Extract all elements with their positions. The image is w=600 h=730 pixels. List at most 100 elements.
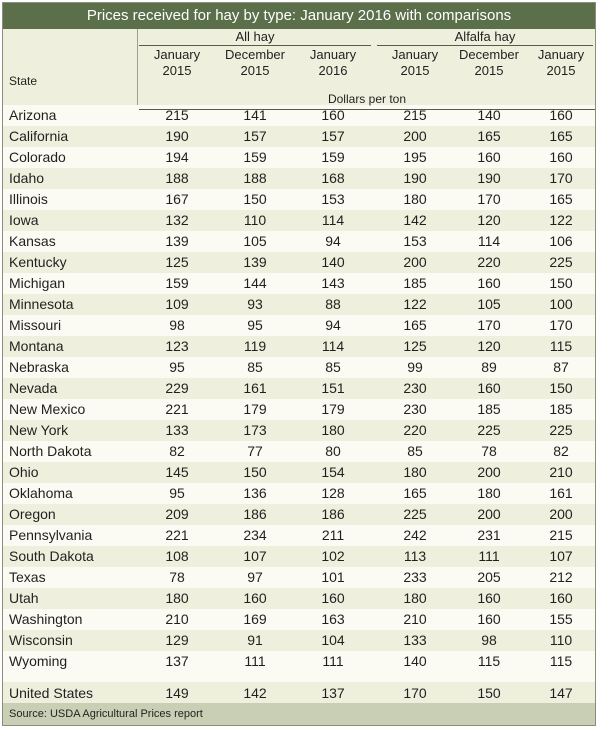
price-cell: 225 [549,254,573,270]
price-cell: 89 [481,359,497,375]
price-cell: 225 [403,506,427,522]
column-header-year: 2015 [546,63,576,78]
column-header-year: 2015 [240,63,270,78]
price-cell: 225 [549,422,573,438]
price-cell: 82 [169,443,185,459]
price-cell: 136 [243,485,267,501]
state-column-header: State [9,74,38,88]
column-header-month: January [309,47,357,62]
column-header-month: January [153,47,201,62]
table-row: Washington 210 169 163 210 160 155 [3,609,595,630]
price-cell: 133 [165,422,189,438]
price-cell: 170 [549,170,573,186]
price-cell: 220 [403,422,427,438]
price-cell: 129 [165,632,189,648]
state-name: Arizona [9,107,57,123]
price-cell: 169 [243,611,267,627]
state-name: Michigan [9,275,66,291]
table-row: Idaho 188 188 168 190 190 170 [3,168,595,189]
table-row: Oklahoma 95 136 128 165 180 161 [3,483,595,504]
price-cell: 111 [244,653,266,669]
state-name: North Dakota [9,443,92,459]
column-header-year: 2015 [400,63,430,78]
table-row: California 190 157 157 200 165 165 [3,126,595,147]
price-cell: 78 [481,443,497,459]
price-cell: 82 [553,443,569,459]
price-cell: 165 [549,128,573,144]
price-cell: 168 [321,170,345,186]
price-cell: 150 [243,191,267,207]
price-cell: 98 [481,632,497,648]
price-cell: 80 [325,443,341,459]
price-cell: 221 [165,527,189,543]
state-name: Washington [9,611,83,627]
price-cell: 147 [549,685,573,701]
price-cell: 212 [549,569,573,585]
price-cell: 160 [549,149,573,165]
price-cell: 142 [403,212,427,228]
price-cell: 142 [243,685,267,701]
price-cell: 100 [549,296,573,312]
price-cell: 163 [321,611,345,627]
price-cell: 231 [477,527,501,543]
price-cell: 149 [165,685,189,701]
price-cell: 160 [477,380,501,396]
price-cell: 165 [477,128,501,144]
state-name: Illinois [9,191,48,207]
price-cell: 145 [165,464,189,480]
price-cell: 188 [243,170,267,186]
price-cell: 215 [549,527,573,543]
price-cell: 159 [165,275,189,291]
state-name: Idaho [9,170,45,186]
price-cell: 209 [165,506,189,522]
price-cell: 137 [321,685,345,701]
state-name: Wyoming [9,653,68,669]
price-cell: 133 [403,632,427,648]
price-cell: 200 [403,254,427,270]
price-cell: 195 [403,149,427,165]
table-row: Colorado 194 159 159 195 160 160 [3,147,595,168]
price-cell: 157 [243,128,267,144]
price-cell: 143 [321,275,345,291]
state-name: Colorado [9,149,66,165]
price-cell: 210 [549,464,573,480]
column-header-month: January [537,47,585,62]
price-cell: 151 [321,380,345,396]
state-name: United States [9,685,94,701]
price-cell: 179 [321,401,345,417]
state-name: Pennsylvania [9,527,93,543]
price-cell: 160 [321,107,345,123]
table-row: Iowa 132 110 114 142 120 122 [3,210,595,231]
price-cell: 194 [165,149,189,165]
price-cell: 108 [165,548,189,564]
price-cell: 185 [403,275,427,291]
price-cell: 165 [549,191,573,207]
price-cell: 95 [247,317,263,333]
price-cell: 160 [243,590,267,606]
price-cell: 125 [165,254,189,270]
price-cell: 85 [247,359,263,375]
price-cell: 161 [549,485,573,501]
table-row: Michigan 159 144 143 185 160 150 [3,273,595,294]
price-cell: 160 [477,275,501,291]
state-name: Oklahoma [9,485,73,501]
state-name: California [9,128,69,144]
price-cell: 107 [549,548,573,564]
price-cell: 141 [243,107,267,123]
price-cell: 190 [403,170,427,186]
price-cell: 150 [549,380,573,396]
price-cell: 119 [243,338,267,354]
price-cell: 94 [325,233,341,249]
price-cell: 160 [321,590,345,606]
column-header-month: December [225,47,285,62]
price-cell: 140 [403,653,427,669]
price-cell: 144 [243,275,267,291]
price-cell: 139 [165,233,189,249]
table-row: Illinois 167 150 153 180 170 165 [3,189,595,210]
price-cell: 165 [403,485,427,501]
price-cell: 230 [403,401,427,417]
price-cell: 200 [477,464,501,480]
price-cell: 140 [321,254,345,270]
state-name: Missouri [9,317,62,333]
price-cell: 229 [165,380,189,396]
